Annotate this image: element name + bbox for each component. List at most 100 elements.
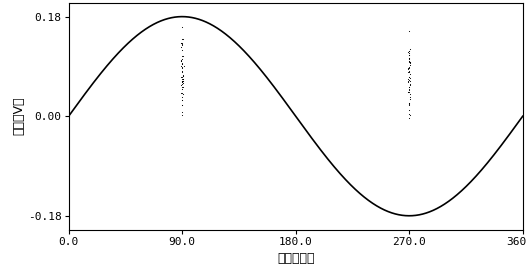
Point: [404, 90, 413, 94]
Point: [178, 97, 186, 102]
Point: [405, 75, 413, 80]
Point: [404, 76, 412, 81]
Point: [406, 76, 414, 81]
Y-axis label: 幅値（V）: 幅値（V）: [12, 97, 25, 136]
Point: [404, 66, 412, 71]
Point: [178, 80, 186, 85]
Point: [406, 95, 414, 99]
Point: [178, 79, 186, 83]
Point: [179, 77, 187, 81]
Point: [405, 78, 413, 82]
Point: [177, 59, 185, 63]
Point: [178, 54, 187, 59]
Point: [406, 61, 414, 65]
Point: [178, 43, 186, 47]
Point: [404, 57, 413, 62]
Point: [178, 62, 186, 66]
Point: [406, 113, 414, 117]
Point: [178, 110, 186, 114]
Point: [177, 91, 185, 95]
Point: [405, 66, 413, 71]
Point: [405, 116, 413, 120]
Point: [177, 59, 185, 63]
Point: [179, 74, 187, 79]
Point: [406, 79, 414, 83]
Point: [404, 80, 412, 85]
Point: [406, 60, 414, 64]
Point: [404, 50, 412, 54]
Point: [178, 103, 186, 107]
Point: [178, 87, 186, 91]
Point: [406, 72, 414, 76]
Point: [178, 70, 186, 75]
Point: [406, 92, 414, 97]
Point: [405, 59, 413, 63]
Point: [178, 65, 186, 69]
Point: [405, 87, 413, 92]
Point: [406, 60, 414, 64]
Point: [404, 48, 413, 53]
Point: [177, 47, 186, 52]
Point: [405, 49, 413, 53]
Point: [178, 69, 186, 74]
Point: [177, 74, 185, 79]
Point: [178, 79, 187, 83]
Point: [177, 62, 186, 67]
Point: [405, 85, 413, 89]
Point: [178, 66, 186, 70]
Point: [178, 74, 186, 79]
Point: [178, 95, 187, 99]
Point: [179, 76, 187, 81]
Point: [405, 90, 413, 94]
Point: [178, 82, 186, 87]
Point: [404, 108, 413, 112]
Point: [177, 45, 185, 50]
Point: [404, 111, 413, 116]
Point: [178, 81, 187, 85]
Point: [177, 58, 186, 63]
Point: [405, 51, 413, 56]
Point: [404, 103, 413, 107]
Point: [178, 113, 186, 117]
Point: [406, 83, 414, 87]
Point: [405, 100, 413, 105]
Point: [404, 52, 413, 57]
Point: [178, 57, 186, 62]
Point: [406, 60, 414, 65]
Point: [405, 88, 413, 93]
Point: [179, 79, 187, 83]
Point: [404, 53, 413, 57]
Point: [178, 25, 186, 29]
Point: [177, 41, 185, 45]
Point: [406, 64, 414, 69]
Point: [404, 67, 412, 71]
Point: [178, 74, 187, 78]
Point: [406, 96, 414, 101]
Point: [405, 101, 413, 105]
Point: [177, 103, 186, 107]
Point: [406, 82, 414, 86]
Point: [178, 92, 187, 96]
Point: [179, 73, 187, 77]
Point: [405, 70, 413, 74]
Point: [404, 29, 413, 34]
Point: [406, 62, 414, 67]
Point: [404, 69, 413, 74]
Point: [180, 64, 188, 69]
Point: [177, 82, 185, 87]
Point: [177, 80, 186, 84]
Point: [178, 97, 186, 102]
Point: [177, 91, 186, 96]
Point: [179, 85, 187, 89]
Point: [404, 79, 412, 84]
Point: [405, 74, 413, 79]
Point: [176, 64, 185, 68]
Point: [177, 41, 185, 45]
Point: [178, 40, 187, 45]
Point: [404, 59, 413, 64]
Point: [178, 54, 186, 58]
Point: [178, 77, 186, 81]
Point: [405, 56, 413, 60]
Point: [404, 85, 413, 89]
Point: [405, 55, 413, 60]
